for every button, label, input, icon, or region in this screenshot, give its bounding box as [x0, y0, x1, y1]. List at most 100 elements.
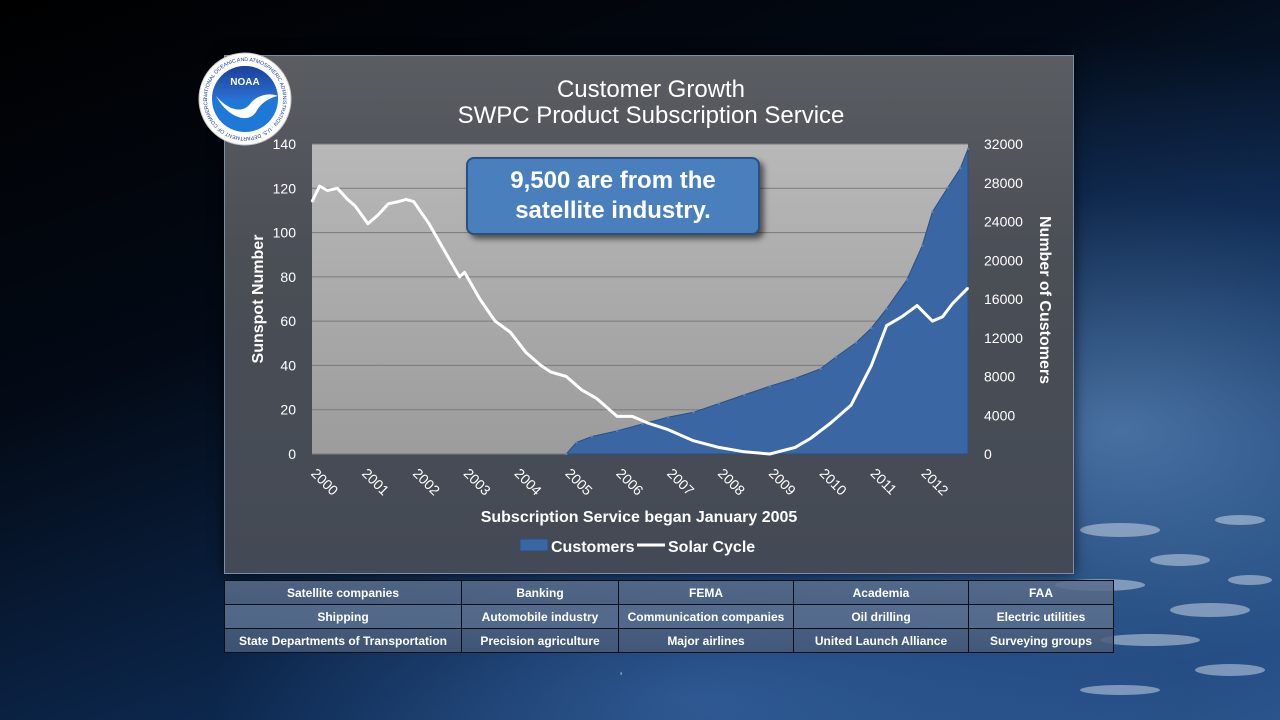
solar-cycle-point: [397, 200, 400, 203]
x-tick-label: 2005: [562, 465, 595, 498]
solar-cycle-point: [326, 189, 329, 192]
sector-cell: Automobile industry: [461, 604, 619, 629]
solar-cycle-point: [967, 287, 969, 289]
customers-point: [768, 385, 771, 388]
satellite-industry-callout: 9,500 are from the satellite industry.: [466, 157, 760, 235]
solar-cycle-point: [494, 320, 496, 322]
sector-cell: Banking: [461, 580, 619, 605]
sector-cell: Communication companies: [618, 604, 794, 629]
solar-cycle-point: [443, 249, 446, 252]
y-right-tick-label: 20000: [984, 252, 1023, 268]
sector-cell: Oil drilling: [793, 604, 969, 629]
y-right-axis-title: Number of Customers: [1036, 216, 1053, 384]
solar-cycle-point: [596, 397, 598, 400]
y-left-tick-label: 140: [273, 136, 297, 152]
customers-point: [921, 244, 924, 247]
solar-cycle-point: [951, 302, 954, 305]
sector-cell: State Departments of Transportation: [224, 628, 462, 653]
customers-point: [565, 452, 568, 456]
solar-cycle-point: [354, 205, 357, 207]
customer-sectors-table: Satellite companies Banking FEMA Academia FA…: [224, 580, 1114, 653]
y-right-tick-label: 8000: [984, 369, 1015, 385]
y-left-tick-label: 40: [280, 357, 296, 373]
customers-point: [793, 377, 797, 380]
x-tick-label: 2007: [664, 465, 697, 498]
customers-point: [641, 422, 644, 426]
solar-cycle-point: [387, 203, 390, 205]
legend-customers-swatch: [519, 538, 549, 552]
sector-cell: Electric utilities: [968, 604, 1114, 629]
customers-point: [717, 402, 720, 405]
y-left-tick-label: 0: [288, 446, 296, 462]
solar-cycle-point: [540, 364, 542, 367]
customers-point: [590, 435, 593, 438]
customers-point: [819, 367, 822, 370]
solar-cycle-point: [318, 185, 321, 187]
solar-cycle-point: [718, 446, 720, 449]
y-left-tick-label: 60: [280, 313, 296, 329]
solar-cycle-point: [479, 298, 481, 300]
solar-cycle-point: [616, 415, 618, 418]
solar-cycle-point: [941, 315, 944, 318]
sector-cell: Satellite companies: [224, 580, 462, 605]
solar-cycle-point: [428, 222, 430, 225]
y-right-tick-label: 32000: [984, 136, 1023, 152]
solar-cycle-point: [692, 439, 695, 442]
solar-cycle-point: [743, 451, 745, 453]
y-left-tick-label: 80: [280, 269, 296, 285]
solar-cycle-point: [916, 304, 918, 307]
sector-row: State Departments of Transportation Preci…: [224, 628, 1114, 653]
solar-cycle-point: [524, 351, 527, 353]
stray-mark: ʼ: [620, 672, 623, 683]
customers-point: [666, 416, 670, 419]
solar-cycle-point: [377, 214, 379, 216]
y-left-axis-title: Sunspot Number: [250, 235, 267, 364]
legend-solar-label: Solar Cycle: [668, 539, 755, 556]
sector-cell: Shipping: [224, 604, 462, 629]
noaa-wordmark: NOAA: [230, 77, 259, 88]
sector-cell: United Launch Alliance: [793, 628, 969, 653]
sector-cell: FEMA: [618, 580, 794, 605]
chart-subtitle: SWPC Product Subscription Service: [457, 102, 845, 129]
legend-customers-label: Customers: [551, 539, 635, 556]
sector-cell: Major airlines: [618, 628, 794, 653]
solar-cycle-point: [850, 404, 852, 407]
customers-point: [854, 341, 858, 344]
sector-row: Shipping Automobile industry Communication…: [224, 604, 1114, 629]
sector-cell: Precision agriculture: [461, 628, 619, 653]
y-right-tick-label: 4000: [984, 407, 1015, 423]
solar-cycle-point: [405, 198, 407, 201]
y-right-tick-label: 24000: [984, 214, 1023, 230]
solar-cycle-point: [794, 446, 796, 449]
solar-cycle-point: [367, 222, 369, 225]
x-tick-label: 2003: [461, 465, 494, 498]
x-tick-label: 2010: [817, 465, 850, 498]
y-left-tick-label: 120: [273, 180, 297, 196]
x-tick-label: 2011: [868, 465, 901, 498]
noaa-logo: NOAA NATIONAL OCEANIC AND ATMOSPHERIC AD…: [198, 52, 292, 146]
solar-cycle-point: [580, 389, 583, 391]
customers-point: [946, 186, 949, 189]
solar-cycle-point: [829, 422, 832, 424]
customers-point: [931, 210, 934, 213]
x-tick-label: 2009: [766, 465, 799, 498]
solar-cycle-point: [412, 200, 415, 203]
x-tick-label: 2004: [512, 465, 545, 498]
solar-cycle-point: [311, 200, 313, 203]
customers-point: [692, 411, 695, 414]
solar-cycle-point: [336, 187, 339, 190]
y-right-tick-label: 28000: [984, 175, 1023, 191]
x-tick-label: 2001: [359, 465, 392, 498]
solar-cycle-point: [458, 276, 461, 278]
customers-point: [966, 147, 970, 150]
solar-cycle-point: [809, 437, 812, 440]
solar-cycle-point: [463, 271, 466, 274]
customers-point: [743, 393, 746, 397]
solar-cycle-point: [346, 198, 349, 201]
solar-cycle-point: [646, 422, 649, 424]
y-left-tick-label: 20: [280, 402, 296, 418]
sector-cell: Surveying groups: [968, 628, 1114, 653]
x-axis-title: Subscription Service began January 2005: [481, 509, 798, 526]
